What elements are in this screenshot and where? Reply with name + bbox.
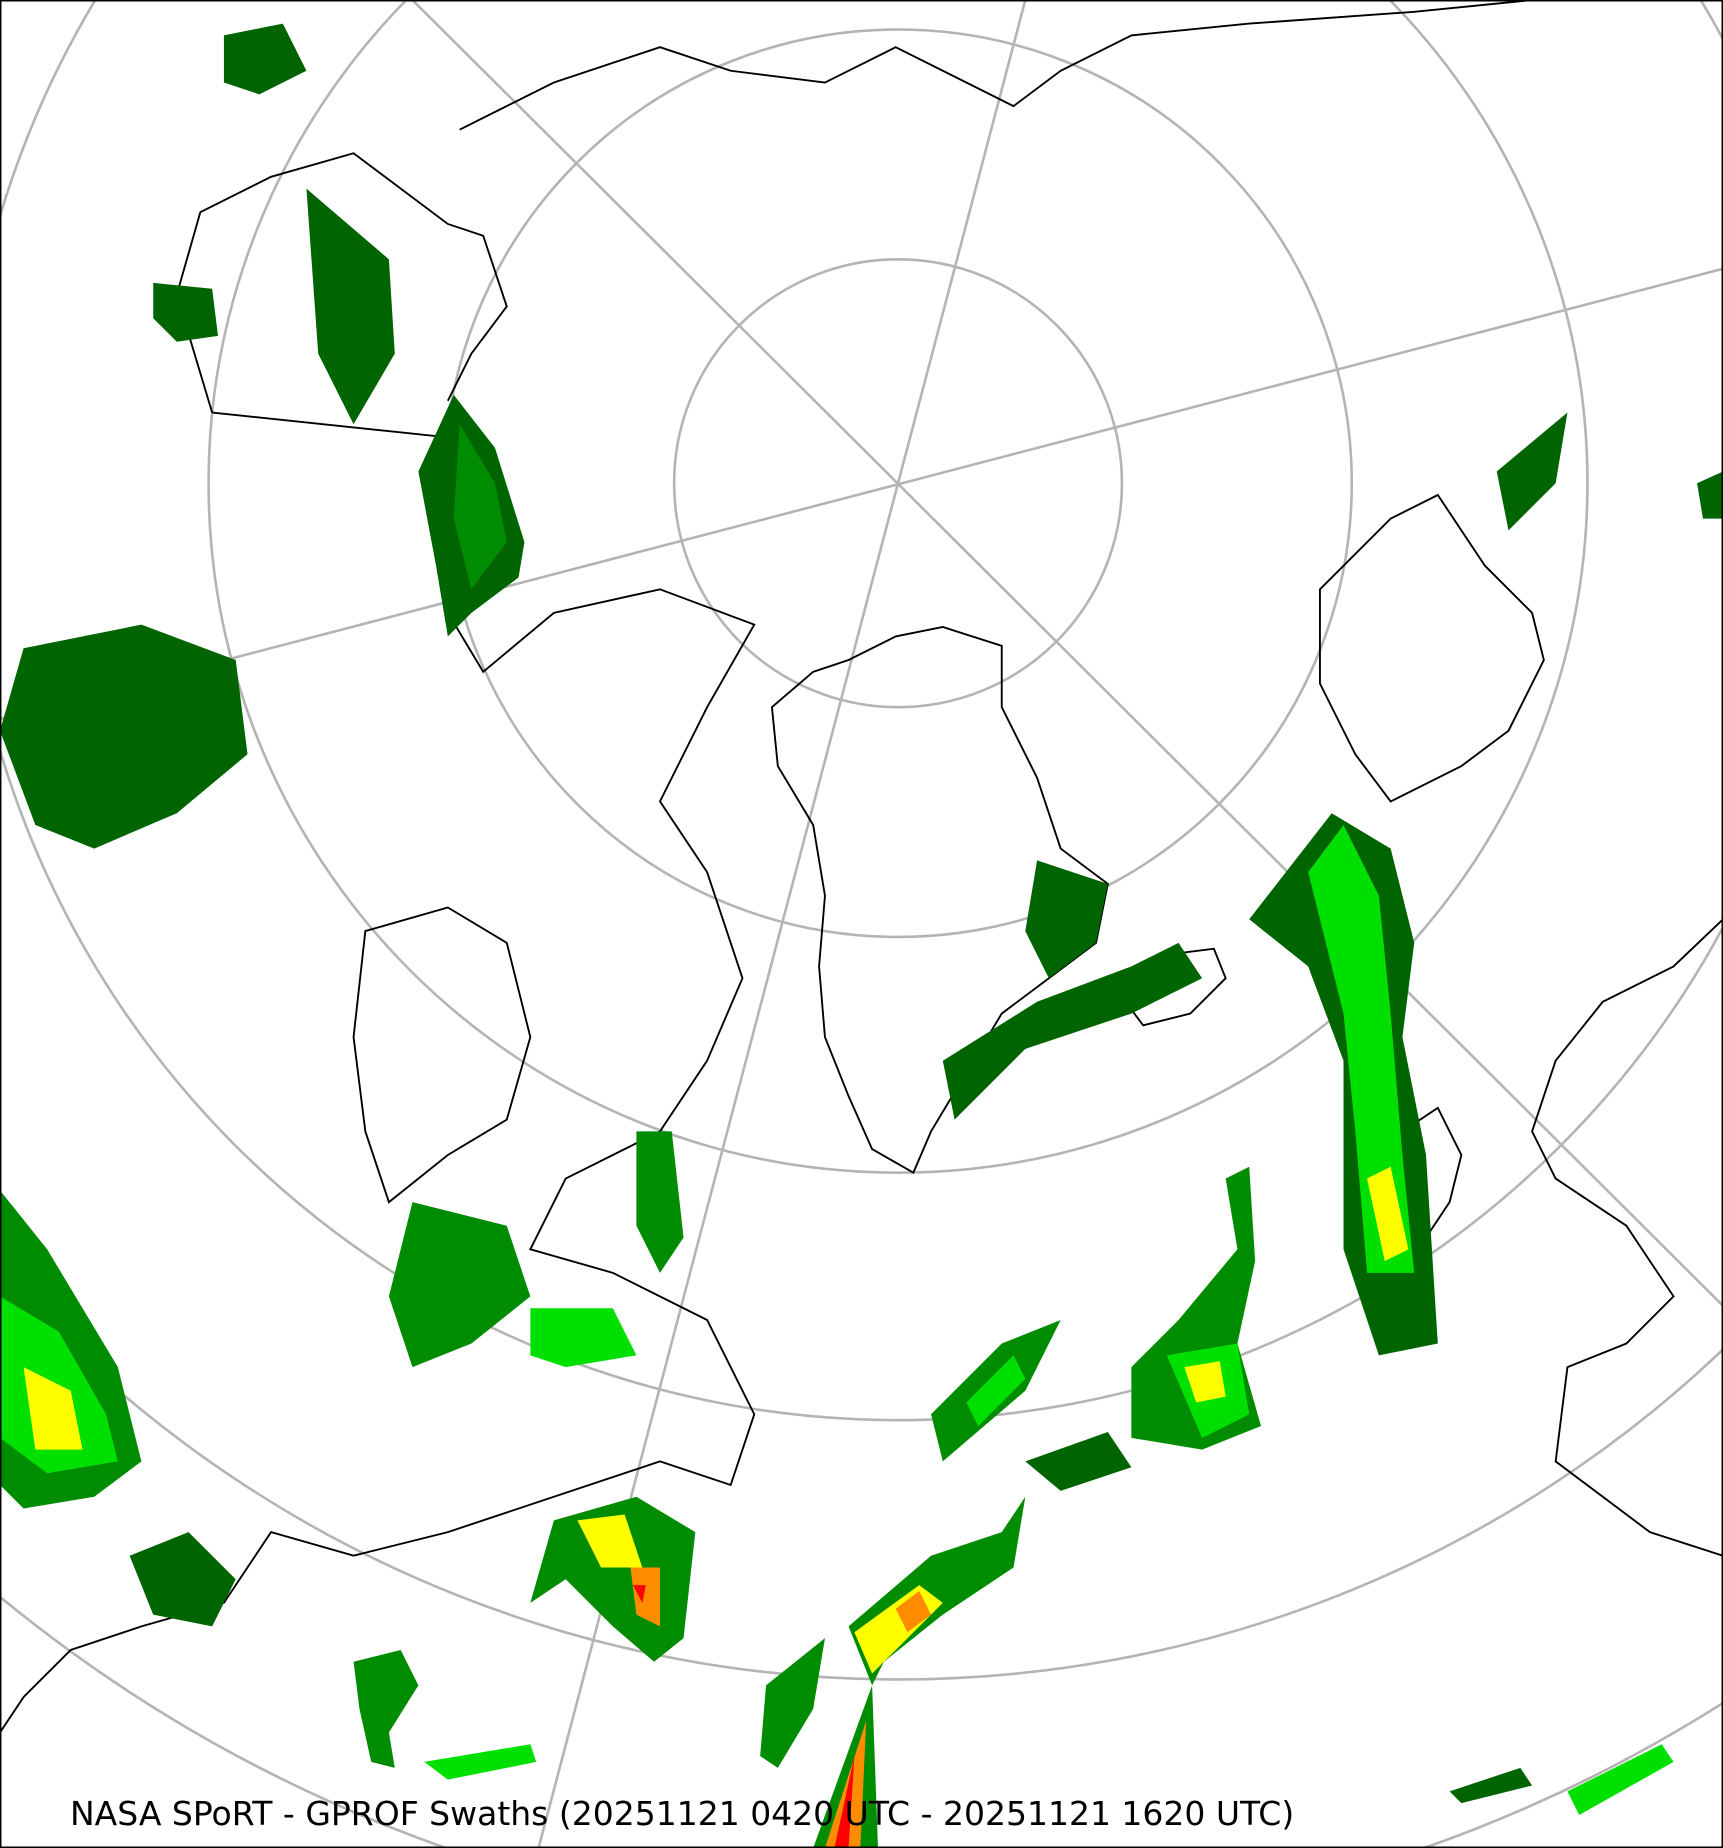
precip-area (530, 1308, 637, 1368)
precip-area (0, 624, 248, 849)
latitude-circle (0, 0, 1723, 1422)
precip-area (388, 1202, 531, 1368)
precipitation-swaths (0, 23, 1723, 1848)
precip-area (966, 1355, 1026, 1427)
precip-area (453, 424, 507, 590)
precip-area (23, 1367, 83, 1450)
precip-area (1567, 1744, 1674, 1815)
precip-area (824, 1720, 867, 1848)
scandinavia-outline (1319, 493, 1545, 803)
map-caption: NASA SPoRT - GPROF Swaths (20251121 0420… (70, 1794, 1295, 1833)
latitude-circle (0, 1271, 1723, 1681)
precip-area (1184, 1361, 1226, 1403)
precip-area (577, 1514, 643, 1568)
alaska-outline (175, 152, 508, 413)
precip-area (630, 1567, 660, 1627)
precip-area (895, 1591, 932, 1633)
precip-area (223, 23, 307, 95)
precip-area (0, 1296, 118, 1474)
precip-area (1449, 1767, 1533, 1804)
precip-area (129, 1532, 236, 1627)
precip-area (834, 1756, 855, 1848)
precip-area (424, 1744, 537, 1780)
precip-area (942, 942, 1203, 1120)
europe-outline (1531, 918, 1723, 1557)
hudson-bay-outline (352, 906, 532, 1204)
meridian-line (411, 0, 1723, 1307)
precip-area (1496, 412, 1568, 531)
siberia-outline (459, 0, 1533, 131)
latitude-circle (672, 258, 1124, 709)
precip-area (1697, 471, 1723, 519)
precip-area (1025, 860, 1108, 979)
precip-area (1308, 825, 1415, 1273)
greenland-outline (770, 626, 1109, 1175)
precip-area (632, 1585, 646, 1603)
precip-area (760, 1638, 825, 1768)
north-america-outline (0, 411, 756, 1733)
precip-area (636, 1131, 684, 1273)
latitude-circle (207, 0, 1589, 1174)
coastlines (0, 0, 1723, 1733)
meridian-line (0, 267, 1723, 721)
precip-area (306, 188, 395, 425)
precip-area (353, 1649, 419, 1768)
precip-area (153, 282, 219, 342)
precip-area (1367, 1166, 1409, 1262)
precip-area (1025, 1431, 1132, 1491)
